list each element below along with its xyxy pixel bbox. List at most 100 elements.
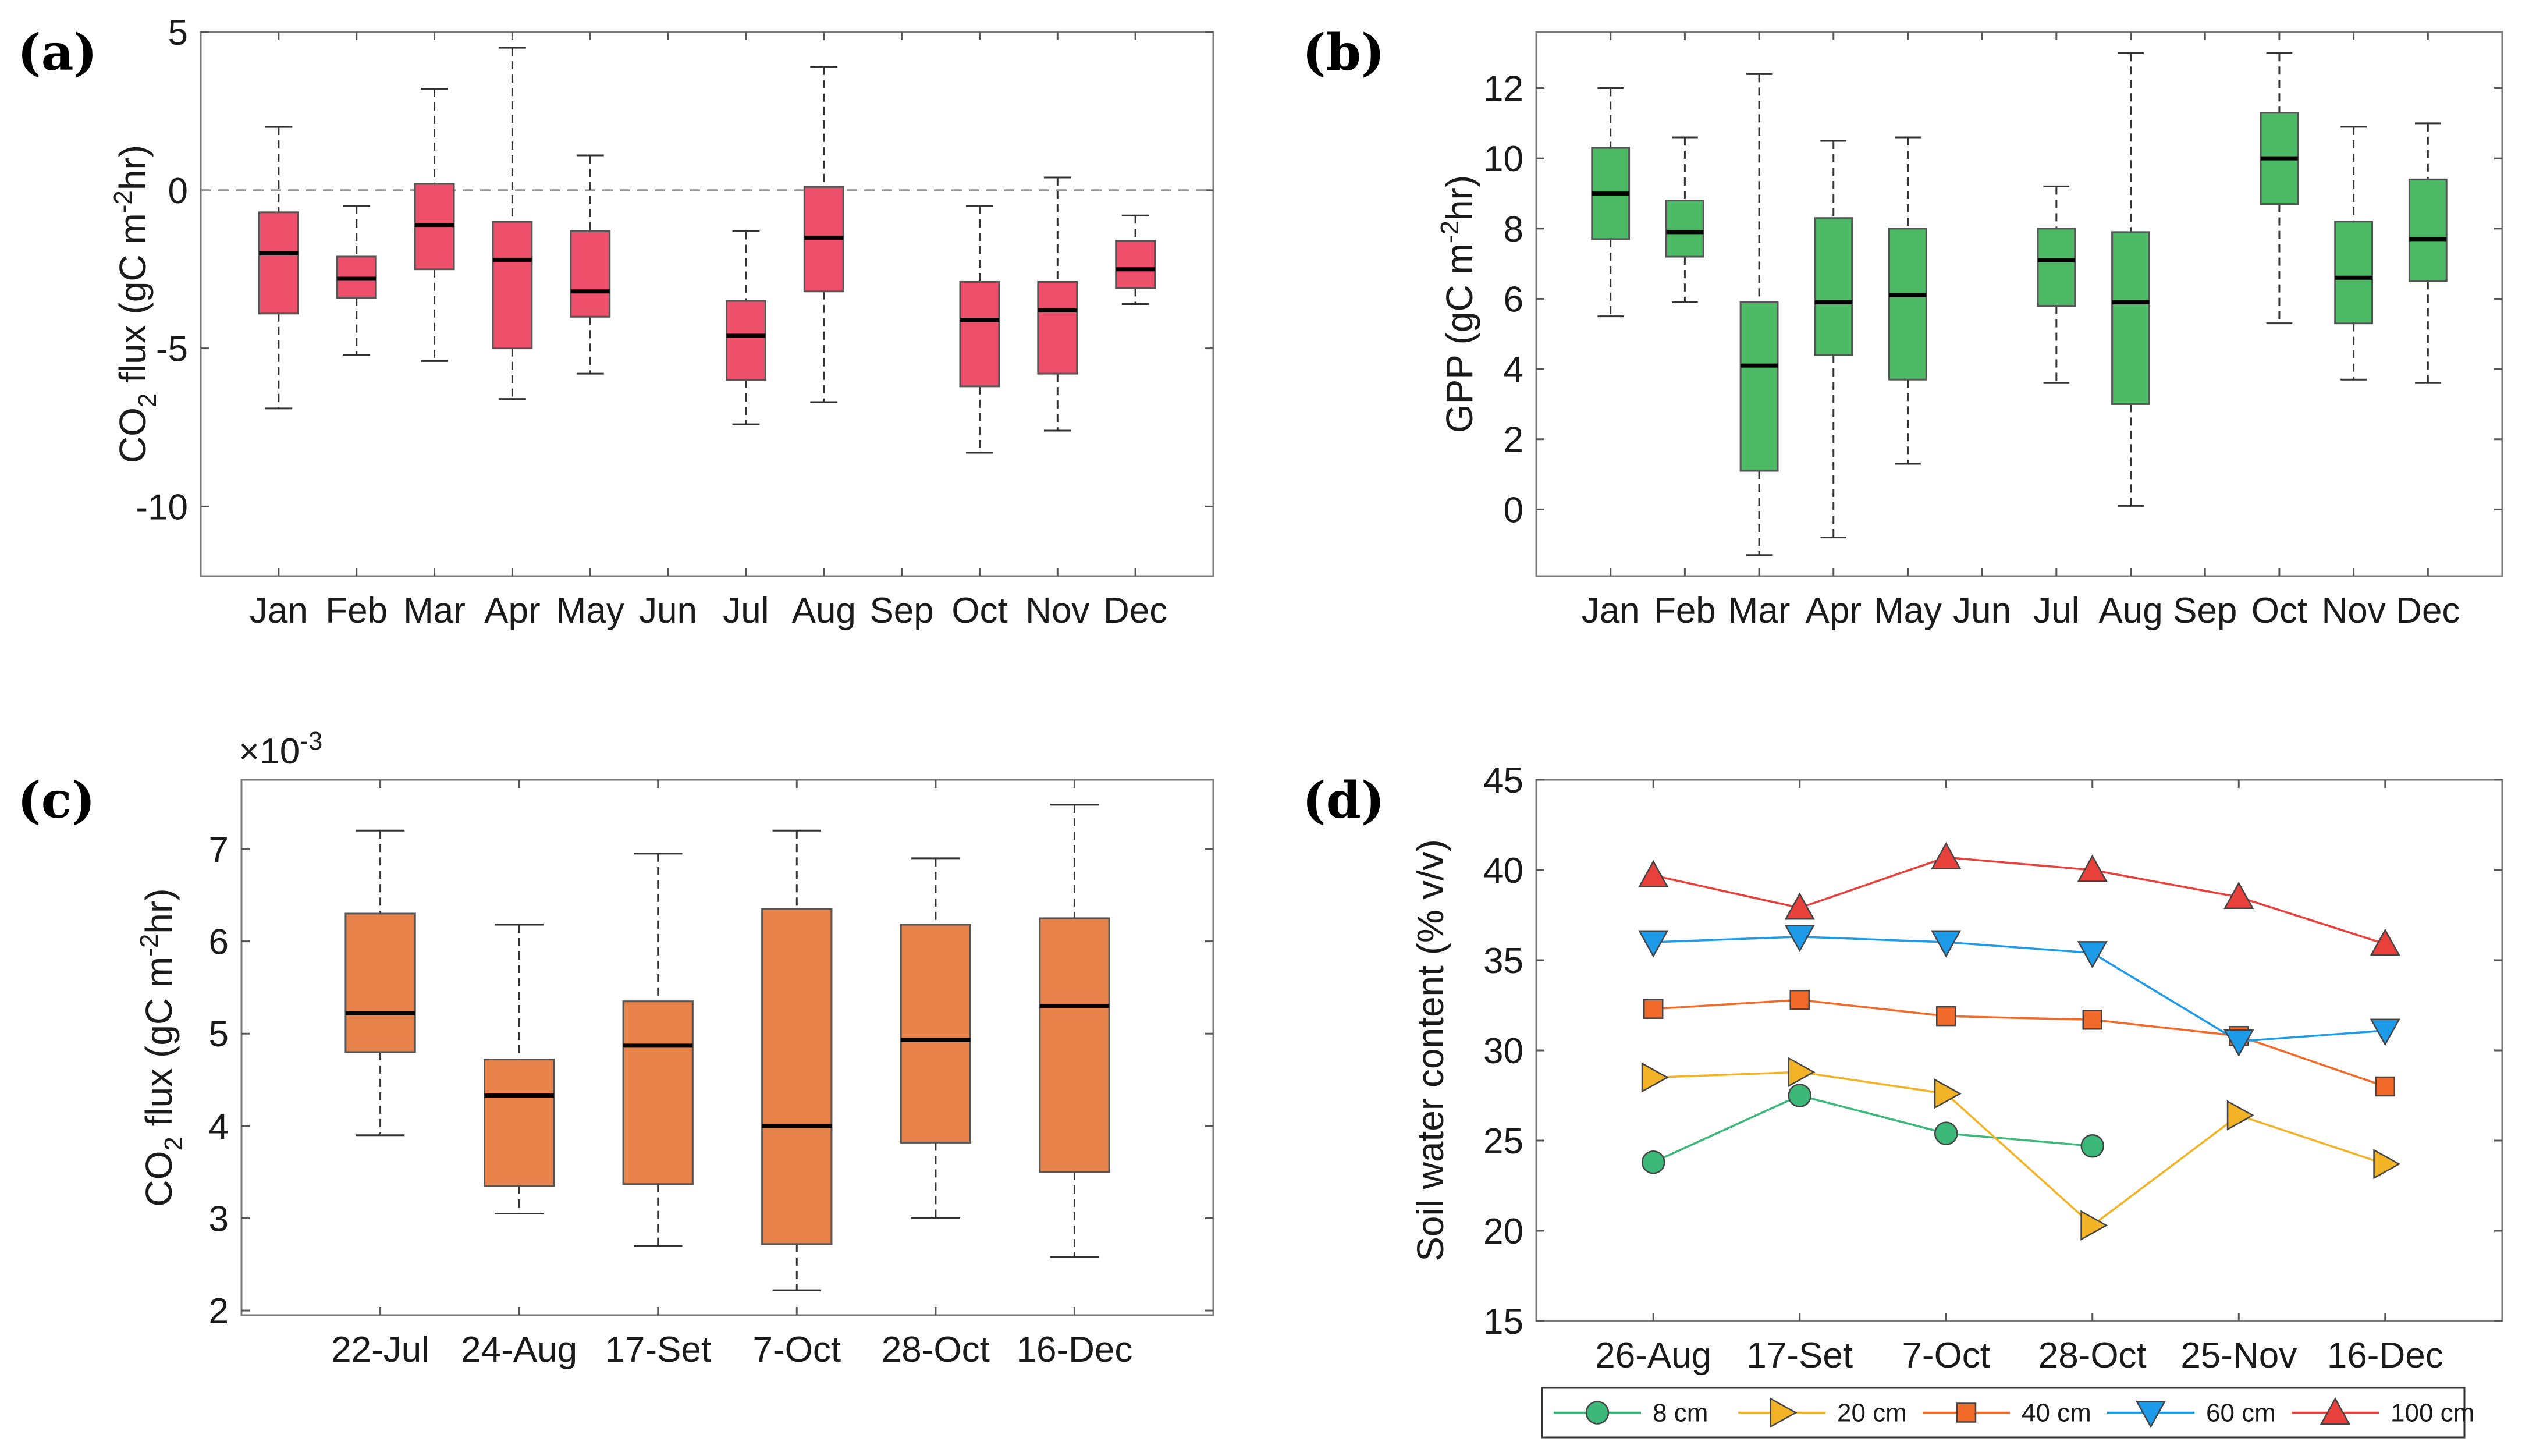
y-tick-label: 12 [1483, 69, 1523, 109]
box-Jul [725, 230, 766, 425]
y-tick-label: 2 [1504, 420, 1523, 460]
data-point [1935, 1006, 1956, 1027]
data-point [1931, 930, 1962, 958]
data-point [1934, 1078, 1962, 1109]
legend-marker [1585, 1401, 1610, 1425]
y-tick-label: 10 [1483, 139, 1523, 179]
x-tick-label: Nov [2321, 591, 2385, 631]
x-tick-label: Sep [2173, 591, 2237, 631]
legend-label: 60 cm [2206, 1399, 2276, 1427]
box-17-Set [622, 853, 694, 1247]
x-tick-label: 16-Dec [2327, 1336, 2443, 1376]
x-tick-label: Jan [250, 591, 308, 631]
x-tick-label: Sep [869, 591, 933, 631]
data-point [1788, 1057, 1816, 1088]
x-tick-label: 25-Nov [2180, 1336, 2297, 1376]
series-line [1653, 999, 2386, 1088]
x-tick-label: Feb [325, 591, 388, 631]
iqr-box [622, 1000, 694, 1185]
panel-b-boxplot: 12 10 8 6 4 2 0 Jan Feb Mar Apr May Jun Jul Aug Sep Oct N… [1436, 31, 2503, 631]
data-point [1789, 989, 1810, 1010]
y-axis-label-part: -2 [1436, 221, 1464, 243]
x-tick-label: 22-Jul [331, 1330, 429, 1370]
y-tick-label: 0 [1504, 490, 1523, 530]
y-axis-label-part: -2 [135, 934, 164, 957]
data-point [2080, 1210, 2108, 1241]
legend-item: 8 cm [1554, 1399, 1708, 1427]
x-tick-label: May [1874, 591, 1942, 631]
box-May [1888, 136, 1927, 465]
box-Nov [1037, 176, 1078, 432]
y-axis-label-part: 2 [159, 1137, 188, 1150]
y-tick-label: 0 [168, 171, 188, 211]
data-point [1784, 925, 1815, 953]
box-28-Oct [900, 857, 971, 1219]
iqr-box [1115, 240, 1156, 289]
box-Feb [1665, 136, 1704, 303]
y-axis-label-part: 2 [133, 393, 162, 407]
data-point [1638, 860, 1669, 887]
y-tick-label: 30 [1483, 1031, 1523, 1071]
y-axis-label-part: CO [138, 1151, 180, 1207]
panel-c-boxplot: ×10-3 7 6 5 4 3 2 22-Jul 24-Aug 17-Set 7-Oct 28-Oc… [135, 727, 1214, 1370]
panel-label-a: (a) [17, 23, 97, 82]
y-axis-label-part: GPP (gC m [1438, 243, 1480, 433]
y-tick-label: 6 [209, 922, 229, 963]
x-tick-label: 16-Dec [1016, 1330, 1132, 1370]
data-point [1784, 892, 1815, 920]
data-point [2082, 1010, 2103, 1030]
series-line [1653, 1071, 2386, 1227]
y-axis-label: GPP (gC m-2hr) [1436, 175, 1480, 433]
y-tick-label: 5 [209, 1014, 229, 1054]
iqr-box [2037, 228, 2076, 307]
series-8-cm [1641, 1084, 2105, 1174]
panel-label-d: (d) [1302, 771, 1385, 830]
panel-c-exponent: ×10-3 [239, 727, 322, 772]
y-axis-label: CO2 flux (gC m-2hr) [135, 888, 188, 1206]
box-Apr [1814, 140, 1853, 539]
series-20-cm [1641, 1057, 2401, 1241]
x-tick-label: 28-Oct [882, 1330, 990, 1370]
legend-marker [2320, 1397, 2351, 1425]
x-tick-label: Jan [1582, 591, 1640, 631]
y-axis-label: CO2 flux (gC m-2hr) [109, 145, 162, 463]
y-axis-label-part: hr) [112, 145, 154, 190]
y-tick-label: 4 [1504, 350, 1523, 390]
y-tick-label: 20 [1483, 1212, 1523, 1252]
x-tick-label: 7-Oct [752, 1330, 841, 1370]
y-tick-label: 7 [209, 830, 229, 870]
data-point [1638, 930, 1669, 958]
data-point [2370, 1018, 2400, 1046]
box-Apr [492, 47, 533, 400]
y-tick-label: 3 [209, 1199, 229, 1239]
x-tick-label: Mar [403, 591, 466, 631]
box-May [570, 154, 611, 375]
data-point [1934, 1121, 1958, 1145]
iqr-box [344, 912, 416, 1053]
data-point [2080, 1134, 2105, 1158]
data-point [2077, 854, 2108, 882]
x-tick-label: Jul [723, 591, 769, 631]
axes-frame [240, 779, 1214, 1316]
iqr-box [492, 221, 533, 350]
iqr-box [761, 908, 833, 1245]
x-tick-label: Feb [1654, 591, 1716, 631]
y-axis-label-part: -2 [109, 190, 137, 213]
iqr-box [570, 230, 611, 318]
box-Feb [336, 205, 377, 356]
box-Jan [258, 126, 299, 410]
y-tick-label: 6 [1504, 279, 1523, 319]
panel-a-boxplot: 5 0 -5 -10 Jan Feb Mar Apr May Jun Jul Aug Sep Oct Nov… [109, 13, 1214, 631]
y-tick-label: 35 [1483, 941, 1523, 981]
series-line [1653, 856, 2386, 945]
iqr-box [1039, 917, 1110, 1173]
y-tick-label: 4 [209, 1107, 229, 1147]
box-Mar [1739, 73, 1779, 556]
box-Dec [1115, 214, 1156, 305]
series-100-cm [1638, 841, 2400, 956]
legend-label: 100 cm [2391, 1399, 2474, 1427]
box-Aug [803, 66, 844, 403]
axes-frame [1535, 31, 2503, 577]
data-point [2223, 881, 2254, 909]
